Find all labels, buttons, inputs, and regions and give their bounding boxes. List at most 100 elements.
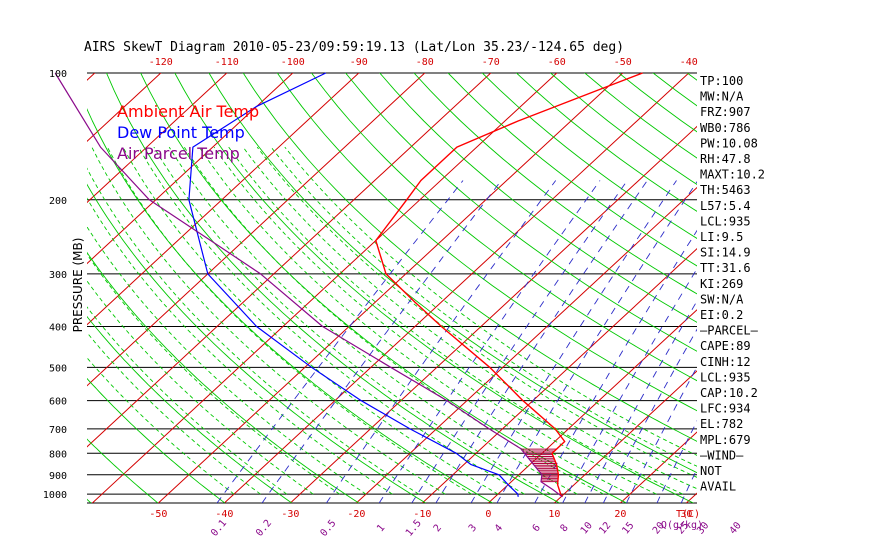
dry-adiabat-line: [87, 315, 293, 503]
moist-adiabat-line: [87, 197, 393, 495]
dry-adiabat-line: [140, 73, 627, 503]
pressure-tick-label: 200: [49, 196, 67, 207]
isotherm-line: [87, 73, 426, 387]
moist-adiabat-line: [198, 146, 631, 495]
index-label: CAP:10.2: [700, 386, 758, 400]
mixing-ratio-tick-label: 15: [620, 520, 636, 536]
legend-entry-label: Ambient Air Temp: [117, 102, 259, 121]
moist-adiabat-line: [87, 357, 235, 495]
moist-adiabat-line: [242, 146, 697, 490]
index-label: PW:10.08: [700, 136, 758, 150]
bottom-temp-tick-label: 20: [614, 509, 626, 520]
pressure-tick-label: 900: [49, 471, 67, 482]
dry-adiabat-line: [87, 377, 226, 503]
top-temp-tick-label: -60: [548, 57, 566, 68]
mixing-ratio-line: [680, 467, 697, 503]
mixing-ratio-tick-label: 6: [531, 523, 543, 535]
bottom-temp-unit-label: T(C): [676, 509, 700, 520]
index-label: KI:269: [700, 277, 743, 291]
index-label: WB0:786: [700, 121, 751, 135]
pressure-tick-label: 700: [49, 425, 67, 436]
mixing-ratio-line: [378, 180, 601, 503]
mixing-ratio-tick-label: 4: [493, 523, 505, 535]
legend-entry-label: Dew Point Temp: [117, 123, 245, 142]
bottom-temp-tick-label: -20: [347, 509, 365, 520]
pressure-tick-label: 1000: [43, 490, 67, 501]
isotherm-line: [158, 73, 624, 503]
dry-adiabat-line: [174, 73, 694, 503]
moist-adiabat-line: [256, 146, 697, 478]
isotherm-line: [224, 73, 690, 503]
mixing-ratio-line: [470, 180, 677, 503]
bottom-temp-tick-label: -10: [413, 509, 431, 520]
chart-title: AIRS SkewT Diagram 2010-05-23/09:59:19.1…: [84, 40, 624, 55]
top-temp-tick-label: -80: [416, 57, 434, 68]
isotherm-line: [87, 73, 294, 265]
dry-adiabat-line: [87, 183, 426, 503]
isotherm-line: [422, 248, 697, 503]
dry-adiabat-line: [106, 73, 560, 503]
dry-adiabat-line: [87, 251, 360, 503]
mixing-ratio-line: [261, 180, 502, 503]
top-temp-tick-label: -110: [215, 57, 239, 68]
index-label: RH:47.8: [700, 152, 751, 166]
top-temp-tick-label: -50: [614, 57, 632, 68]
mixing-ratio-tick-label: 40: [728, 520, 744, 536]
index-label: MPL:679: [700, 433, 751, 447]
mixing-ratio-line: [411, 180, 628, 503]
series-line: [375, 72, 643, 498]
dry-adiabat-line: [861, 54, 870, 503]
moist-adiabat-line: [87, 253, 340, 495]
series-line: [188, 72, 519, 497]
pressure-tick-label: 500: [49, 363, 67, 374]
mixing-ratio-line: [602, 328, 697, 503]
pressure-tick-label: 600: [49, 397, 67, 408]
mixing-ratio-line: [584, 300, 697, 503]
mixing-ratio-tick-label: 2: [432, 523, 444, 535]
bottom-temp-tick-label: 10: [548, 509, 560, 520]
chart-grid: [0, 54, 870, 504]
mixing-ratio-line: [656, 420, 697, 503]
isotherm-line: [488, 309, 697, 503]
top-temp-tick-label: -100: [281, 57, 305, 68]
dry-adiabat-line: [0, 54, 24, 503]
isotherm-line: [0, 54, 50, 503]
index-label: CAPE:89: [700, 339, 751, 353]
isotherm-line: [554, 370, 697, 503]
isotherm-line: [87, 73, 228, 204]
top-temp-tick-label: -40: [680, 57, 698, 68]
bottom-temp-tick-label: -40: [215, 509, 233, 520]
clip-group: [216, 180, 697, 503]
mixing-ratio-tick-label: 8: [559, 523, 571, 535]
moist-adiabat-line: [122, 146, 499, 495]
index-label: EL:782: [700, 417, 743, 431]
index-label: FRZ:907: [700, 105, 751, 119]
mixing-ratio-tick-label: 0.1: [209, 518, 229, 539]
dry-adiabat-line: [87, 108, 493, 503]
index-label: TH:5463: [700, 183, 751, 197]
index-label: —PARCEL—: [700, 324, 759, 338]
index-label: LCL:935: [700, 214, 751, 228]
mixing-ratio-line: [435, 180, 648, 503]
clip-group: [0, 54, 870, 503]
mixing-ratio-lines: [216, 180, 697, 503]
index-label: SI:14.9: [700, 246, 751, 260]
moist-adiabat-line: [284, 146, 697, 456]
dry-adiabat-lines: [0, 54, 870, 503]
dry-adiabat-line: [276, 73, 697, 412]
clip-group: [87, 146, 697, 495]
dry-adiabat-line: [413, 73, 697, 295]
index-label: EI:0.2: [700, 308, 743, 322]
index-label: TT:31.6: [700, 261, 751, 275]
index-label: LFC:934: [700, 402, 751, 416]
moist-adiabat-line: [91, 146, 446, 495]
bottom-temp-tick-label: 0: [485, 509, 491, 520]
mixing-ratio-tick-label: 10: [579, 520, 595, 536]
moist-adiabat-line: [107, 146, 472, 495]
isotherm-line: [818, 54, 870, 503]
dry-adiabat-line: [515, 73, 697, 212]
isotherm-line: [752, 54, 870, 503]
series-line: [54, 72, 563, 498]
